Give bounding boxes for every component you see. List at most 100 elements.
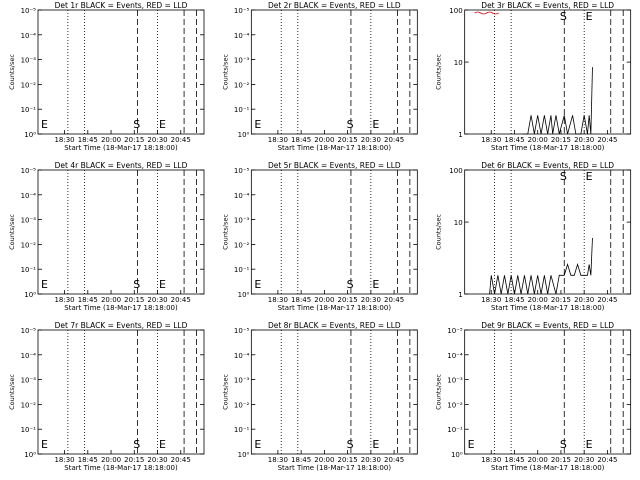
y-tick-label: 10 <box>454 59 463 67</box>
x-tick-label: 20:00 <box>528 456 548 464</box>
left-edge-marker: E <box>254 118 261 131</box>
y-tick-label: 100 <box>449 167 462 175</box>
panel-title: Det 1r BLACK = Events, RED = LLD <box>55 1 188 10</box>
y-tick-label: 10⁰ <box>238 131 250 139</box>
y-tick-label: 10⁰ <box>24 451 36 459</box>
x-tick-label: 20:15 <box>124 456 144 464</box>
x-tick-label: 18:30 <box>268 296 288 304</box>
y-tick-label: 10⁻¹ <box>234 266 250 274</box>
y-tick-label: 1 <box>458 291 462 299</box>
x-tick-label: 20:15 <box>338 296 358 304</box>
y-tick-label: 10⁻⁵ <box>234 7 250 15</box>
end-marker: E <box>159 118 166 131</box>
panel-title: Det 3r BLACK = Events, RED = LLD <box>481 1 614 10</box>
x-tick-label: 18:45 <box>504 136 524 144</box>
x-tick-label: 20:30 <box>361 136 381 144</box>
y-tick-label: 10⁰ <box>451 451 463 459</box>
x-tick-label: 18:30 <box>54 296 74 304</box>
panel-9: Det 9r BLACK = Events, RED = LLD 10⁰ 10⁻¹ 1… <box>435 321 632 472</box>
plot-frame <box>250 169 418 295</box>
panel-6: Det 6r BLACK = Events, RED = LLD 100 10 1 Co… <box>435 161 632 312</box>
plot-frame <box>464 329 632 455</box>
y-tick-label: 10⁻³ <box>234 217 250 225</box>
end-marker: E <box>159 438 166 451</box>
left-edge-marker: E <box>468 438 475 451</box>
x-tick-label: 20:00 <box>528 136 548 144</box>
end-marker: E <box>372 118 379 131</box>
panel-title: Det 9r BLACK = Events, RED = LLD <box>481 321 614 330</box>
y-tick-label: 10⁻³ <box>234 57 250 65</box>
start-marker: S <box>347 118 354 131</box>
y-axis-label: Counts/sec <box>8 214 16 250</box>
y-tick-label: 10⁻² <box>234 401 250 409</box>
y-tick-label: 10⁻⁴ <box>234 352 250 360</box>
x-tick-label: 20:00 <box>101 296 121 304</box>
events-series-line <box>489 237 593 295</box>
x-tick-label: 20:15 <box>338 456 358 464</box>
y-axis-label: Counts/sec <box>435 214 443 250</box>
y-tick-label: 10⁻³ <box>234 377 250 385</box>
start-marker: S <box>347 438 354 451</box>
left-edge-marker: E <box>41 118 48 131</box>
x-tick-label: 20:45 <box>384 456 404 464</box>
x-tick-label: 20:30 <box>574 136 594 144</box>
panel-title: Det 6r BLACK = Events, RED = LLD <box>481 161 614 170</box>
start-marker: S <box>347 278 354 291</box>
end-marker: E <box>586 438 593 451</box>
y-axis-label: Counts/sec <box>221 214 229 250</box>
y-axis-label: Counts/sec <box>8 374 16 410</box>
x-tick-label: 18:45 <box>291 456 311 464</box>
x-tick-label: 20:45 <box>384 136 404 144</box>
y-tick-label: 10 <box>454 219 463 227</box>
plot-frame <box>250 9 418 135</box>
x-tick-label: 20:15 <box>551 456 571 464</box>
x-tick-label: 18:45 <box>291 296 311 304</box>
y-axis-label: Counts/sec <box>435 54 443 90</box>
left-edge-marker: E <box>254 438 261 451</box>
y-tick-label: 10⁻³ <box>447 377 463 385</box>
y-tick-label: 10⁻² <box>234 81 250 89</box>
x-tick-label: 20:45 <box>171 296 191 304</box>
y-tick-label: 10⁻⁴ <box>21 352 37 360</box>
x-tick-label: 18:45 <box>504 456 524 464</box>
end-marker: E <box>372 438 379 451</box>
y-axis-label: Counts/sec <box>8 54 16 90</box>
y-tick-label: 10⁰ <box>24 291 36 299</box>
y-tick-label: 10⁰ <box>24 131 36 139</box>
start-marker: S <box>560 170 567 183</box>
y-tick-label: 10⁰ <box>238 291 250 299</box>
x-tick-label: 20:45 <box>171 136 191 144</box>
start-marker: S <box>133 278 140 291</box>
end-marker: E <box>586 10 593 23</box>
panel-title: Det 5r BLACK = Events, RED = LLD <box>268 161 401 170</box>
x-tick-label: 18:45 <box>78 136 98 144</box>
y-tick-label: 10⁻¹ <box>21 106 37 114</box>
x-tick-label: 18:30 <box>481 456 501 464</box>
x-tick-label: 20:15 <box>551 136 571 144</box>
y-tick-label: 10⁻⁵ <box>234 167 250 175</box>
x-tick-label: 18:30 <box>481 136 501 144</box>
y-tick-label: 10⁻³ <box>21 57 37 65</box>
x-axis-label: Start Time (18-Mar-17 18:18:00) <box>491 304 605 312</box>
y-tick-label: 10⁻⁴ <box>21 32 37 40</box>
start-marker: S <box>560 438 567 451</box>
x-axis-label: Start Time (18-Mar-17 18:18:00) <box>278 304 392 312</box>
y-tick-label: 10⁻³ <box>21 377 37 385</box>
end-marker: E <box>159 278 166 291</box>
start-marker: S <box>560 10 567 23</box>
x-tick-label: 20:00 <box>528 296 548 304</box>
x-tick-label: 20:45 <box>597 456 617 464</box>
x-tick-label: 20:30 <box>147 296 167 304</box>
x-tick-label: 20:30 <box>361 456 381 464</box>
y-tick-label: 10⁻⁴ <box>21 192 37 200</box>
plot-frame <box>464 9 632 135</box>
y-tick-label: 10⁻⁵ <box>21 167 37 175</box>
y-tick-label: 10⁻¹ <box>234 426 250 434</box>
y-tick-label: 10⁻³ <box>21 217 37 225</box>
x-tick-label: 20:15 <box>124 136 144 144</box>
y-tick-label: 10⁻⁴ <box>234 32 250 40</box>
x-tick-label: 18:30 <box>54 456 74 464</box>
x-tick-label: 18:45 <box>78 456 98 464</box>
x-tick-label: 20:30 <box>574 456 594 464</box>
y-tick-label: 10⁻⁵ <box>21 7 37 15</box>
